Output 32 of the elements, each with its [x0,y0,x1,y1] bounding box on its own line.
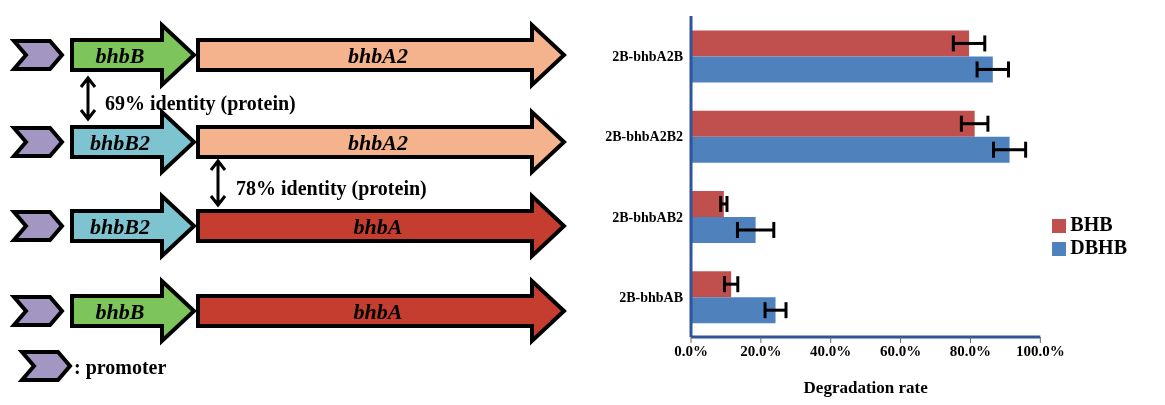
y-tick-label: 2B-bhbAB [619,289,683,305]
bar [691,216,756,243]
y-tick-label: 2B-bhbAB2 [612,209,683,225]
x-tick-label: 20.0% [740,342,782,359]
x-axis-title: Degradation rate [803,378,929,397]
legend-label: BHB [1070,213,1113,235]
bar [691,30,970,57]
text: bhbA2 [348,130,408,155]
text: 69% identity (protein) [105,92,296,115]
text: bhbB2 [90,214,150,239]
text: : promoter [74,356,167,379]
x-tick-label: 0.0% [674,342,708,359]
text: 78% identity (protein) [236,177,427,200]
bar [691,110,975,137]
text: bhbA2 [348,43,408,68]
text: bhbB2 [90,130,150,155]
bar [691,271,732,298]
x-tick-label: 40.0% [810,342,852,359]
x-tick-label: 100.0% [1015,342,1065,359]
text: bhbA [353,299,403,324]
text: bhbB [95,299,145,324]
legend-label: DBHB [1070,236,1127,258]
bar [691,190,724,217]
text: bhbB [95,43,145,68]
text: bhbA [353,214,403,239]
x-tick-label: 60.0% [879,342,922,359]
bar [691,297,776,324]
y-tick-label: 2B-bhbA2B2 [605,129,683,145]
y-tick-label: 2B-bhbA2B [612,49,683,65]
x-tick-label: 80.0% [949,342,992,359]
bar [691,136,1010,163]
bar [691,56,993,83]
